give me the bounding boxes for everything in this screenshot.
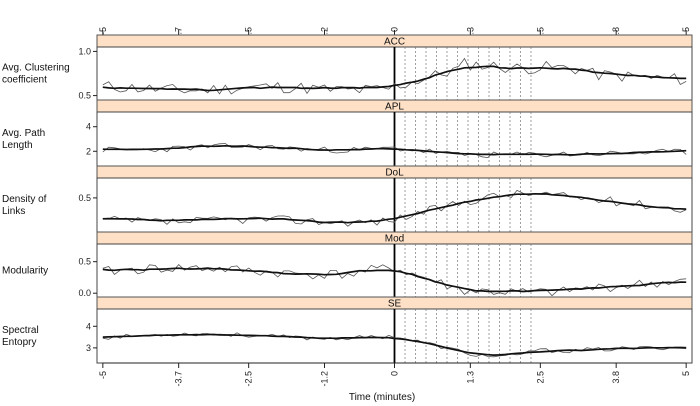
top-x-tick-label: 2.5 xyxy=(535,27,545,40)
strip-label: DoL xyxy=(385,168,404,179)
y-tick-label: 0.5 xyxy=(78,257,91,267)
series-smoothed xyxy=(102,333,687,356)
bottom-x-tick-label: 2.5 xyxy=(535,371,545,384)
top-x-tick-label: 0 xyxy=(390,27,400,32)
y-tick-label: 0.5 xyxy=(78,91,91,101)
bottom-x-tick-label: 3.8 xyxy=(611,371,621,384)
y-axis-title: Avg. Path xyxy=(2,128,45,139)
top-x-tick-label: 3.8 xyxy=(611,27,621,40)
bottom-x-tick-label: -1.2 xyxy=(320,371,330,387)
y-axis-title: Modularity xyxy=(2,266,48,277)
bottom-x-tick-label: 0 xyxy=(390,371,400,376)
y-tick-label: 4 xyxy=(86,122,91,132)
y-axis-title: Avg. Clustering xyxy=(2,63,70,74)
y-tick-label: 0.5 xyxy=(78,193,91,203)
bottom-x-tick-label: 1.3 xyxy=(465,371,475,384)
panel-mod: Mod 0.0 0.5 Modularity xyxy=(2,231,693,298)
bottom-x-tick-label: -3.7 xyxy=(174,371,184,387)
y-axis-title: Density of xyxy=(2,194,47,205)
y-axis-title: Links xyxy=(2,206,25,217)
y-axis-title: Spectral xyxy=(2,325,39,336)
bottom-x-tick-label: -2.5 xyxy=(244,371,254,387)
y-axis-title: Entopry xyxy=(2,337,36,348)
top-x-tick-label: 5 xyxy=(681,27,691,32)
y-tick-label: 0.0 xyxy=(78,288,91,298)
y-tick-label: 1.0 xyxy=(78,46,91,56)
y-tick-label: 4 xyxy=(86,321,91,331)
strip-label: Mod xyxy=(385,234,404,245)
series-smoothed xyxy=(102,192,687,224)
top-x-tick-label: 1.3 xyxy=(465,27,475,40)
series-smoothed xyxy=(102,267,687,293)
y-tick-label: 3 xyxy=(86,343,91,353)
series-smoothed xyxy=(102,144,687,156)
strip-label: APL xyxy=(385,102,404,113)
y-axis-title: coefficient xyxy=(2,75,47,86)
bottom-x-tick-label: -5 xyxy=(98,371,108,379)
y-axis-title: Length xyxy=(2,140,33,151)
bottom-x-tick-label: 5 xyxy=(681,371,691,376)
x-axis-title: Time (minutes) xyxy=(349,392,415,403)
series-smoothed xyxy=(102,65,687,92)
strip-label: ACC xyxy=(384,37,405,48)
strip-label: SE xyxy=(388,299,402,310)
top-x-tick-label: -5 xyxy=(98,27,108,35)
bottom-x-axis: -5 -3.7 -2.5 -1.2 0 1.3 2.5 3.8 5 xyxy=(98,362,691,387)
y-tick-label: 2 xyxy=(86,146,91,156)
